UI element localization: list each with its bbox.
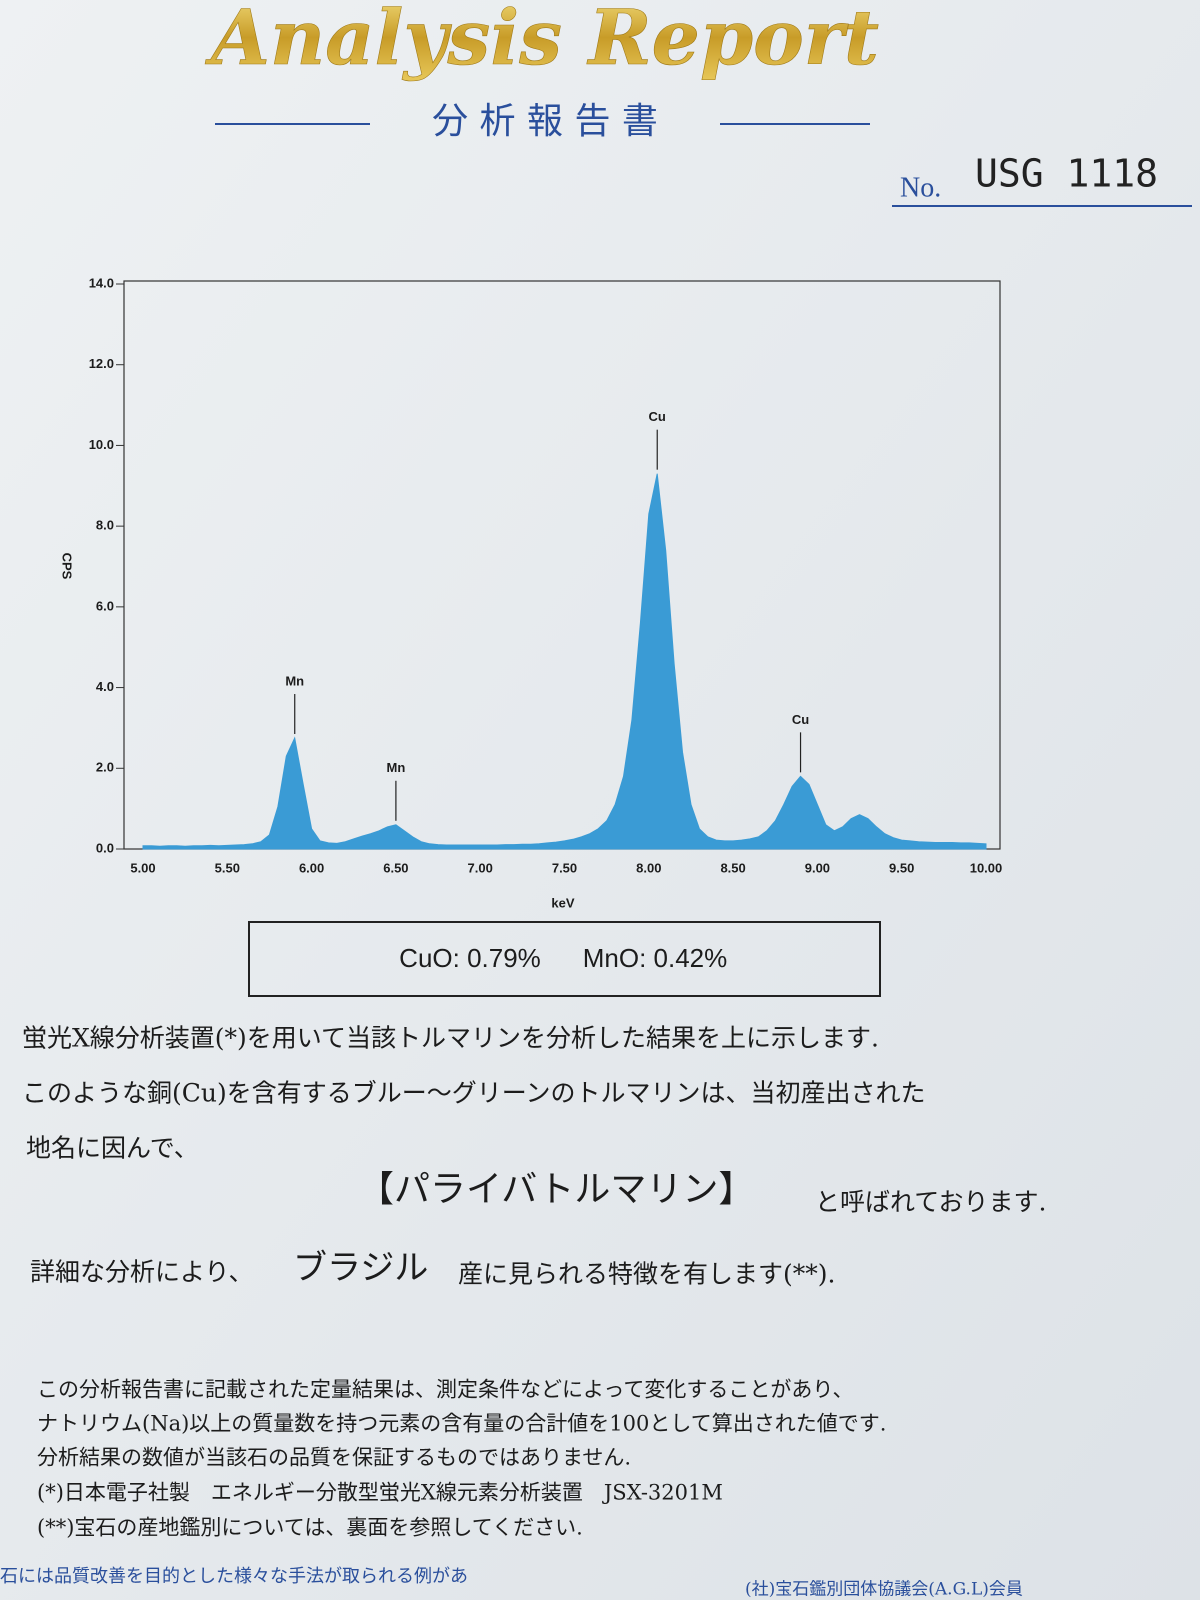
- origin: ブラジル: [293, 1248, 428, 1288]
- body-text: 地名に因んで、: [26, 1134, 199, 1163]
- body-text: 産に見られる特徴を有します(**).: [458, 1260, 835, 1289]
- spectrum-chart: 0.0 2.0 4.0 6.0 8.0 10.0 12.0 14.0 5.00 5.50 6.00 6…: [60, 275, 1003, 910]
- report-number: USG 1118: [975, 152, 1158, 196]
- footer-right: (社)宝石鑑別団体協議会(A.G.L)会員: [745, 1580, 1023, 1600]
- body-text: このような銅(Cu)を含有するブルー～グリーンのトルマリンは、当初産出された: [22, 1079, 926, 1108]
- peak-label: Cu: [792, 712, 809, 727]
- x-tick-label: 8.50: [720, 860, 745, 875]
- result-box: [248, 921, 881, 997]
- body-text: 蛍光X線分析装置(*)を用いて当該トルマリンを分析した結果を上に示します.: [22, 1024, 879, 1053]
- x-tick-label: 7.00: [468, 860, 493, 875]
- x-tick-label: 9.00: [805, 860, 830, 875]
- x-tick-label: 10.00: [970, 860, 1003, 875]
- stone-name: 【パライバトルマリン】: [358, 1169, 754, 1210]
- x-tick-label: 9.50: [889, 860, 914, 875]
- x-tick-label: 5.50: [215, 860, 240, 875]
- y-tick-label: 4.0: [96, 679, 114, 694]
- report-subtitle: 分 析 報 告 書: [432, 101, 658, 142]
- footer-left: 石には品質改善を目的とした様々な手法が取られる例があ: [0, 1566, 468, 1587]
- y-tick-label: 0.0: [96, 840, 114, 855]
- peak-label: Mn: [285, 673, 304, 688]
- x-tick-label: 6.00: [299, 860, 324, 875]
- spectrum-area: [142, 473, 987, 850]
- x-tick-label: 8.00: [636, 860, 661, 875]
- x-tick-label: 7.50: [552, 860, 577, 875]
- result-cuo: CuO: 0.79%: [399, 943, 541, 973]
- body-text: と呼ばれております.: [815, 1188, 1046, 1217]
- note: (**)宝石の産地鑑別については、裏面を参照してください.: [37, 1516, 583, 1540]
- peak-label: Mn: [387, 760, 406, 775]
- y-tick-label: 8.0: [96, 518, 114, 533]
- body-text: 詳細な分析により、: [30, 1258, 254, 1287]
- x-axis-label: keV: [551, 895, 574, 910]
- y-axis-label: CPS: [60, 553, 75, 580]
- x-tick-label: 6.50: [383, 860, 408, 875]
- y-tick-label: 14.0: [89, 275, 114, 290]
- y-tick-label: 6.0: [96, 598, 114, 613]
- number-label: No.: [900, 172, 941, 203]
- y-tick-label: 10.0: [89, 437, 114, 452]
- note: (*)日本電子社製 エネルギー分散型蛍光X線元素分析装置 JSX-3201M: [37, 1481, 723, 1505]
- result-mno: MnO: 0.42%: [583, 943, 728, 973]
- note: この分析報告書に記載された定量結果は、測定条件などによって変化することがあり、: [37, 1378, 853, 1402]
- peak-label: Cu: [649, 409, 666, 424]
- y-tick-label: 12.0: [89, 356, 114, 371]
- note: ナトリウム(Na)以上の質量数を持つ元素の含有量の合計値を100として算出された…: [37, 1412, 886, 1436]
- y-tick-label: 2.0: [96, 760, 114, 775]
- note: 分析結果の数値が当該石の品質を保証するものではありません.: [37, 1446, 631, 1470]
- report-title: Analysis Report: [205, 0, 879, 82]
- x-tick-label: 5.00: [130, 860, 155, 875]
